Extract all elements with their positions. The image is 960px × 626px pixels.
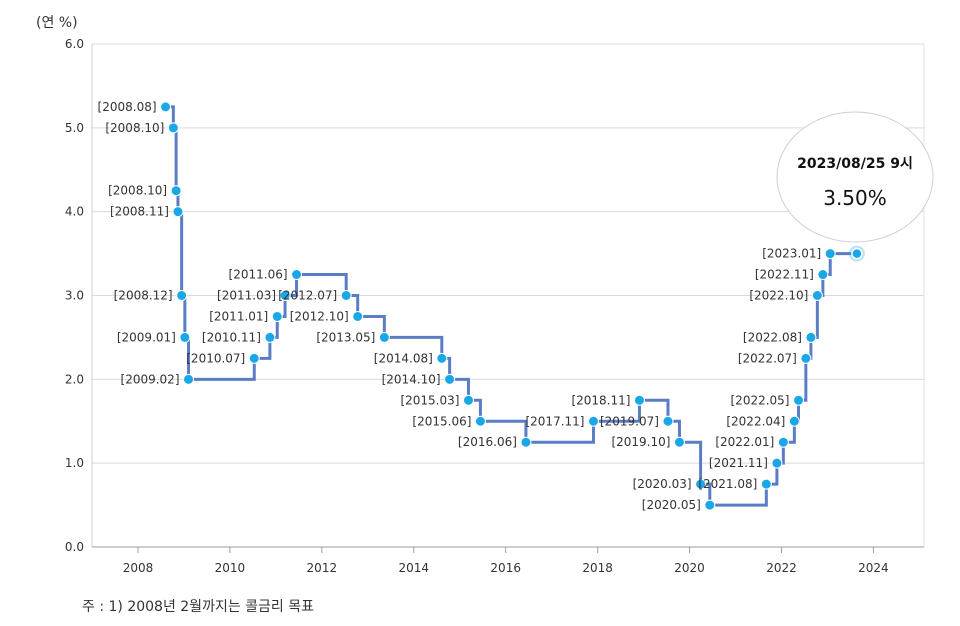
x-tick-label: 2020 xyxy=(674,561,705,575)
y-tick-label: 2.0 xyxy=(65,372,84,386)
data-label: [2022.11] xyxy=(755,268,814,282)
tooltip-value: 3.50% xyxy=(823,186,887,210)
y-tick-label: 3.0 xyxy=(65,289,84,303)
data-label: [2009.02] xyxy=(121,372,180,386)
data-point[interactable] xyxy=(179,331,191,343)
data-point[interactable] xyxy=(811,290,823,301)
data-point[interactable] xyxy=(474,415,486,427)
data-point[interactable] xyxy=(793,394,805,406)
data-label: [2015.06] xyxy=(412,414,471,428)
data-point[interactable] xyxy=(279,290,291,301)
data-point[interactable] xyxy=(271,310,283,322)
data-label: [2022.10] xyxy=(749,289,808,303)
data-label: [2016.06] xyxy=(458,435,517,449)
data-label: [2011.01] xyxy=(209,309,268,323)
y-tick-label: 6.0 xyxy=(65,37,84,51)
data-label: [2010.07] xyxy=(186,351,245,365)
data-label: [2021.08] xyxy=(698,477,757,491)
data-point[interactable] xyxy=(695,478,707,490)
x-tick-label: 2016 xyxy=(490,561,521,575)
data-label: [2023.01] xyxy=(762,247,821,261)
data-point[interactable] xyxy=(340,290,352,301)
data-label: [2009.01] xyxy=(117,330,176,344)
x-tick-label: 2024 xyxy=(858,561,889,575)
data-point[interactable] xyxy=(352,310,364,322)
tooltip-bubble xyxy=(776,111,934,243)
data-label: [2022.05] xyxy=(731,393,790,407)
x-tick-label: 2010 xyxy=(215,561,246,575)
data-label: [2022.04] xyxy=(726,414,785,428)
data-point[interactable] xyxy=(817,269,829,281)
data-point[interactable] xyxy=(788,415,800,427)
data-point[interactable] xyxy=(662,415,674,427)
data-label: [2018.11] xyxy=(571,393,630,407)
data-point[interactable] xyxy=(170,185,182,197)
data-label: [2014.08] xyxy=(374,351,433,365)
data-label: [2008.08] xyxy=(98,100,157,114)
data-point[interactable] xyxy=(378,331,390,343)
data-label: [2014.10] xyxy=(382,372,441,386)
data-label: [2020.05] xyxy=(642,498,701,512)
y-tick-label: 5.0 xyxy=(65,121,84,135)
data-label: [2019.07] xyxy=(600,414,659,428)
data-label: [2008.10] xyxy=(105,121,164,135)
data-label: [2022.08] xyxy=(743,330,802,344)
data-point[interactable] xyxy=(824,248,836,260)
data-label: [2008.11] xyxy=(110,205,169,219)
data-point[interactable] xyxy=(264,331,276,343)
data-label: [2011.06] xyxy=(229,268,288,282)
data-point[interactable] xyxy=(436,352,448,364)
data-point[interactable] xyxy=(771,457,783,469)
y-tick-label: 4.0 xyxy=(65,205,84,219)
data-label: [2011.03] xyxy=(217,289,276,303)
y-axis-unit-label: (연 %) xyxy=(36,15,78,31)
chart-footnote: 주 : 1) 2008년 2월까지는 콜금리 목표 xyxy=(82,599,315,615)
data-point[interactable] xyxy=(800,352,812,364)
data-point[interactable] xyxy=(183,373,195,385)
data-point[interactable] xyxy=(704,499,716,511)
data-label: [2015.03] xyxy=(400,393,459,407)
data-label: [2022.07] xyxy=(738,351,797,365)
data-point[interactable] xyxy=(248,352,260,364)
x-tick-label: 2022 xyxy=(766,561,797,575)
x-tick-label: 2014 xyxy=(398,561,429,575)
data-point[interactable] xyxy=(760,478,772,490)
data-label: [2008.10] xyxy=(108,184,167,198)
data-point[interactable] xyxy=(633,394,645,406)
data-point[interactable] xyxy=(777,436,789,448)
data-point[interactable] xyxy=(172,206,184,218)
data-label: [2017.11] xyxy=(525,414,584,428)
x-tick-label: 2018 xyxy=(582,561,613,575)
data-point[interactable] xyxy=(520,436,532,448)
data-label: [2020.03] xyxy=(633,477,692,491)
y-tick-label: 0.0 xyxy=(65,540,84,554)
data-point[interactable] xyxy=(444,373,456,385)
data-label: [2019.10] xyxy=(611,435,670,449)
tooltip-date: 2023/08/25 9시 xyxy=(797,156,913,172)
data-label: [2012.07] xyxy=(278,289,337,303)
data-point[interactable] xyxy=(167,122,179,134)
data-point[interactable] xyxy=(176,290,188,301)
x-tick-label: 2012 xyxy=(307,561,338,575)
data-label: [2021.11] xyxy=(709,456,768,470)
data-point[interactable] xyxy=(160,101,172,113)
data-point[interactable] xyxy=(805,331,817,343)
data-point[interactable] xyxy=(587,415,599,427)
data-label: [2013.05] xyxy=(316,330,375,344)
data-label: [2010.11] xyxy=(202,330,261,344)
data-label: [2022.01] xyxy=(715,435,774,449)
active-data-point[interactable] xyxy=(851,247,863,260)
data-label: [2012.10] xyxy=(290,309,349,323)
data-label: [2008.12] xyxy=(114,289,173,303)
data-point[interactable] xyxy=(673,436,685,448)
data-point[interactable] xyxy=(462,394,474,406)
y-tick-label: 1.0 xyxy=(65,456,84,470)
data-point[interactable] xyxy=(291,269,303,281)
x-tick-label: 2008 xyxy=(123,561,154,575)
